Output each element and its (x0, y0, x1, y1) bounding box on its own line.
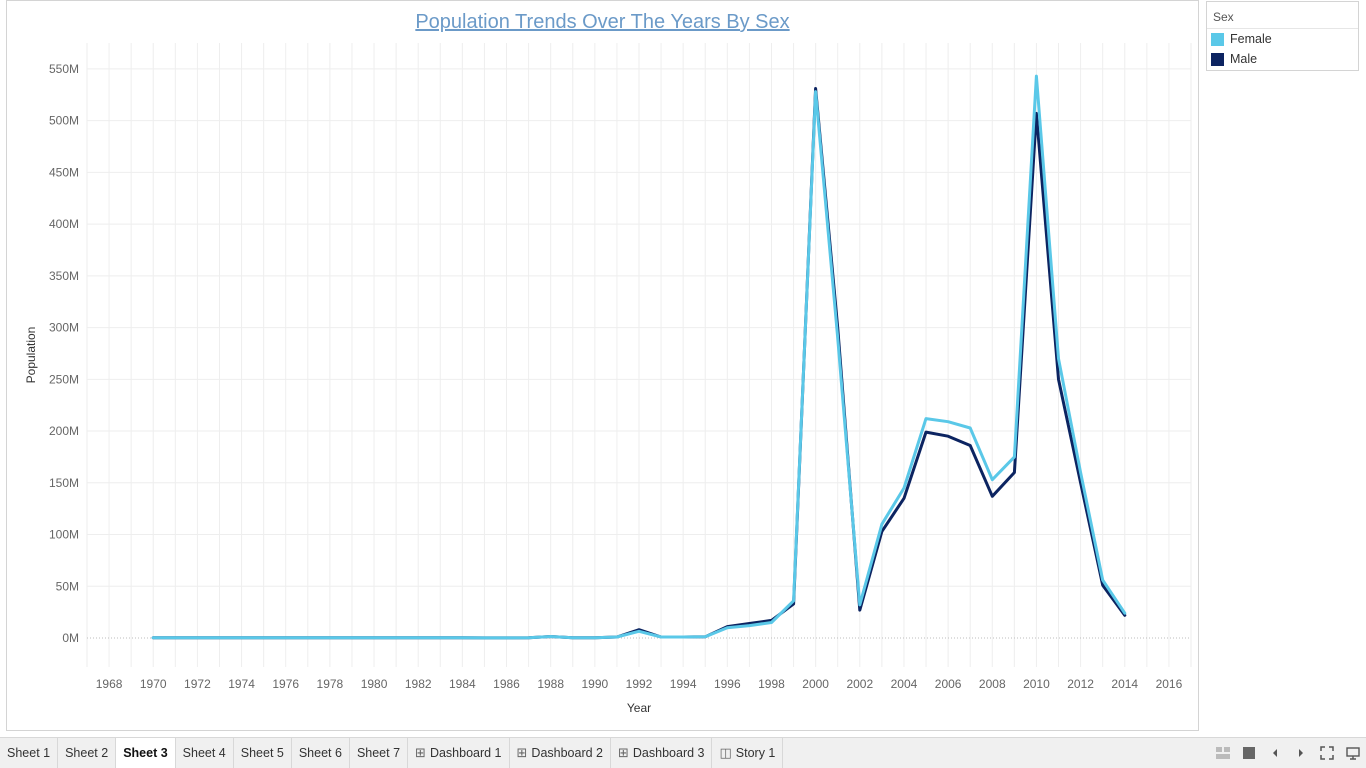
x-tick-label: 1992 (626, 677, 653, 691)
x-tick-label: 2002 (846, 677, 873, 691)
x-tick-label: 2014 (1111, 677, 1138, 691)
y-tick-label: 400M (49, 217, 79, 231)
tab-sheet-4[interactable]: Sheet 4 (176, 738, 234, 768)
x-tick-label: 2012 (1067, 677, 1094, 691)
y-tick-label: 50M (56, 579, 79, 593)
x-axis-label: Year (627, 701, 651, 715)
tab-sheet-2[interactable]: Sheet 2 (58, 738, 117, 768)
dashboard-icon: ⊞ (415, 745, 426, 760)
x-tick-label: 2010 (1023, 677, 1050, 691)
line-chart: 0M 50M 100M 150M 200M 250M 300M 350M 400M 450M 500… (24, 43, 1192, 715)
y-tick-label: 200M (49, 424, 79, 438)
legend-label-male: Male (1230, 52, 1258, 66)
tab-label: Sheet 6 (298, 746, 342, 760)
x-tick-label: 1972 (184, 677, 211, 691)
x-tick-label: 1998 (758, 677, 785, 691)
x-tick-label: 2008 (979, 677, 1006, 691)
x-tick-label: 2006 (935, 677, 962, 691)
y-tick-label: 300M (49, 321, 79, 335)
sheet-sorter-icon[interactable] (1216, 746, 1230, 760)
x-tick-label: 1974 (228, 677, 255, 691)
next-icon[interactable] (1294, 746, 1308, 760)
x-tick-label: 1994 (670, 677, 697, 691)
chart-title[interactable]: Population Trends Over The Years By Sex (415, 11, 790, 33)
x-tick-label: 1970 (140, 677, 167, 691)
legend-item-female[interactable]: Female (1207, 29, 1358, 49)
dashboard-icon: ⊞ (516, 745, 528, 760)
x-tick-label: 1976 (272, 677, 299, 691)
tab-dashboard-2[interactable]: ⊞ Dashboard 2 (510, 738, 611, 768)
tab-label: Dashboard 2 (531, 746, 603, 760)
tab-sheet-3[interactable]: Sheet 3 (116, 738, 176, 768)
story-icon: ◫ (719, 745, 732, 760)
tab-dashboard-3[interactable]: ⊞ Dashboard 3 (611, 738, 713, 768)
x-tick-label: 2016 (1156, 677, 1183, 691)
x-tick-label: 1980 (361, 677, 388, 691)
y-tick-label: 450M (49, 165, 79, 179)
legend-title: Sex (1207, 2, 1358, 29)
x-tick-label: 1988 (537, 677, 564, 691)
x-tick-label: 1996 (714, 677, 741, 691)
y-tick-label: 150M (49, 476, 79, 490)
x-tick-label: 1968 (96, 677, 123, 691)
tab-sheet-1[interactable]: Sheet 1 (0, 738, 59, 768)
tab-label: Sheet 2 (65, 746, 109, 760)
tab-label: Dashboard 3 (632, 746, 705, 760)
y-axis-label: Population (24, 327, 38, 384)
x-tick-label: 2000 (802, 677, 829, 691)
tab-label: Story 1 (735, 746, 776, 760)
legend: Sex Female Male (1206, 1, 1359, 71)
legend-item-male[interactable]: Male (1207, 49, 1358, 69)
tab-label: Sheet 4 (182, 746, 226, 760)
tab-controls (1216, 738, 1360, 768)
x-tick-label: 1978 (317, 677, 344, 691)
gridlines (86, 43, 1192, 667)
legend-label-female: Female (1230, 32, 1272, 46)
dashboard-icon: ⊞ (618, 745, 629, 760)
y-tick-label: 0M (62, 631, 79, 645)
y-tick-label: 100M (49, 528, 79, 542)
previous-icon[interactable] (1268, 746, 1282, 760)
chart-frame: 0M 50M 100M 150M 200M 250M 300M 350M 400M 450M 500… (6, 0, 1199, 731)
tab-sheet-6[interactable]: Sheet 6 (292, 738, 350, 768)
y-tick-label: 250M (49, 372, 79, 386)
tab-story-1[interactable]: ◫ Story 1 (712, 738, 784, 768)
x-tick-label: 1990 (581, 677, 608, 691)
presentation-icon[interactable] (1346, 746, 1360, 760)
tab-dashboard-1[interactable]: ⊞ Dashboard 1 (408, 738, 510, 768)
series-line-female (151, 74, 1127, 640)
sheet-tab-bar: Sheet 1 Sheet 2 Sheet 3 Sheet 4 Sheet 5 … (0, 737, 1366, 768)
x-tick-label: 2004 (891, 677, 918, 691)
tab-label: Sheet 7 (356, 746, 401, 760)
y-tick-label: 350M (49, 269, 79, 283)
filmstrip-icon[interactable] (1242, 746, 1256, 760)
x-tick-label: 1984 (449, 677, 476, 691)
tab-sheet-7[interactable]: Sheet 7 (350, 738, 409, 768)
tab-sheet-5[interactable]: Sheet 5 (234, 738, 292, 768)
male-swatch (1211, 52, 1224, 66)
tab-label: Sheet 3 (123, 746, 168, 760)
x-tick-label: 1986 (493, 677, 520, 691)
tab-label: Sheet 1 (7, 746, 51, 760)
x-tick-label: 1982 (405, 677, 432, 691)
tab-label: Dashboard 1 (429, 746, 502, 760)
y-tick-label: 550M (49, 62, 79, 76)
tab-label: Sheet 5 (240, 746, 284, 760)
y-tick-label: 500M (49, 114, 79, 128)
female-swatch (1211, 32, 1224, 46)
fullscreen-icon[interactable] (1320, 746, 1334, 760)
